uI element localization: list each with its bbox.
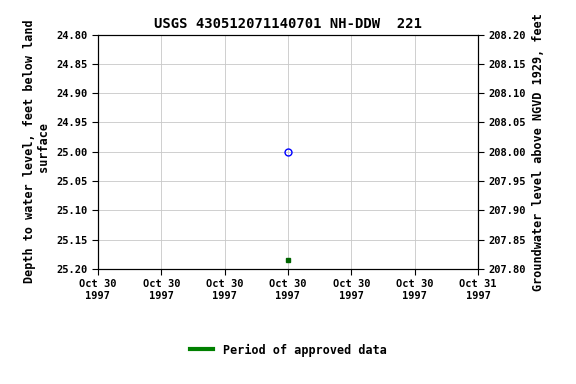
Y-axis label: Groundwater level above NGVD 1929, feet: Groundwater level above NGVD 1929, feet [532, 13, 544, 291]
Y-axis label: Depth to water level, feet below land
 surface: Depth to water level, feet below land su… [22, 20, 51, 283]
Legend: Period of approved data: Period of approved data [185, 339, 391, 361]
Title: USGS 430512071140701 NH-DDW  221: USGS 430512071140701 NH-DDW 221 [154, 17, 422, 31]
